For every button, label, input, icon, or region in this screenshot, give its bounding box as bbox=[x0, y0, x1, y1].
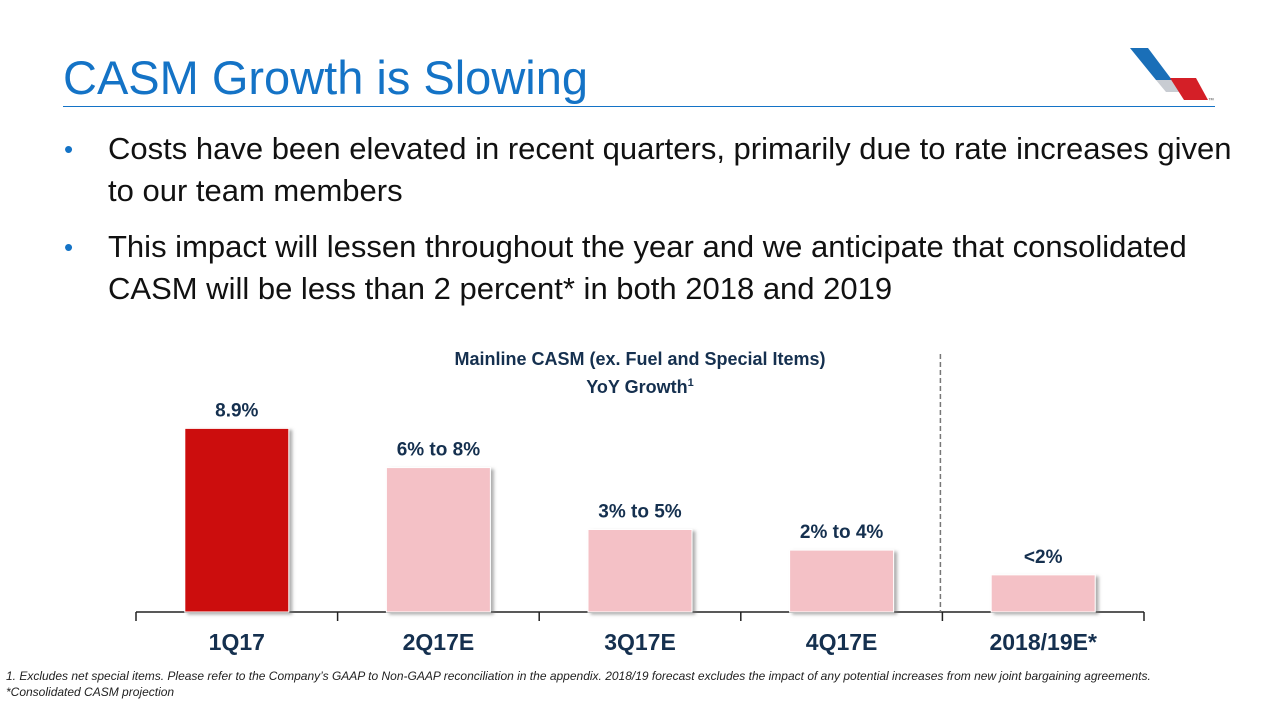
footnote-2: *Consolidated CASM projection bbox=[6, 685, 175, 699]
bullet-item: • This impact will lessen throughout the… bbox=[60, 226, 1240, 310]
data-label: 6% to 8% bbox=[397, 440, 481, 461]
bar-2018/19E* bbox=[990, 574, 1096, 613]
x-tick-label: 2Q17E bbox=[403, 629, 475, 655]
bar-3Q17E bbox=[587, 528, 693, 613]
logo-trademark: ™ bbox=[1208, 97, 1214, 104]
page-title: CASM Growth is Slowing bbox=[63, 51, 588, 104]
chart-title: Mainline CASM (ex. Fuel and Special Item… bbox=[380, 347, 900, 399]
data-label: <2% bbox=[1024, 547, 1063, 568]
data-label: 8.9% bbox=[215, 400, 258, 421]
title-underline bbox=[63, 106, 1215, 107]
chart-subtitle-line: YoY Growth1 bbox=[380, 371, 900, 399]
footnotes: 1. Excludes net special items. Please re… bbox=[6, 668, 1206, 700]
bullet-list: • Costs have been elevated in recent qua… bbox=[60, 128, 1240, 324]
casm-bar-chart: 8.9% 1Q17 6% to 8% 2Q17E 3% to 5% 3Q17E 2% to … bbox=[135, 354, 1145, 655]
bullet-text: This impact will lessen throughout the y… bbox=[108, 229, 1187, 306]
bullet-marker: • bbox=[64, 232, 74, 262]
data-label: 2% to 4% bbox=[800, 522, 884, 543]
chart-subtitle: YoY Growth bbox=[586, 377, 688, 397]
bar-1Q17 bbox=[184, 427, 290, 613]
bullet-marker: • bbox=[64, 134, 74, 164]
chart-subtitle-footnote: 1 bbox=[687, 377, 694, 389]
bar-4Q17E bbox=[789, 549, 895, 613]
x-tick-label: 4Q17E bbox=[806, 629, 878, 655]
data-label: 3% to 5% bbox=[598, 501, 682, 522]
bar-2Q17E bbox=[385, 467, 491, 613]
x-tick-label: 3Q17E bbox=[604, 629, 676, 655]
footnote-1: 1. Excludes net special items. Please re… bbox=[6, 669, 1151, 683]
x-tick-label: 1Q17 bbox=[209, 629, 265, 655]
x-tick-label: 2018/19E* bbox=[989, 629, 1096, 655]
bullet-text: Costs have been elevated in recent quart… bbox=[108, 131, 1232, 208]
bullet-item: • Costs have been elevated in recent qua… bbox=[60, 128, 1240, 212]
american-airlines-logo-icon: ™ bbox=[1130, 48, 1214, 104]
chart-title-line: Mainline CASM (ex. Fuel and Special Item… bbox=[454, 349, 826, 369]
